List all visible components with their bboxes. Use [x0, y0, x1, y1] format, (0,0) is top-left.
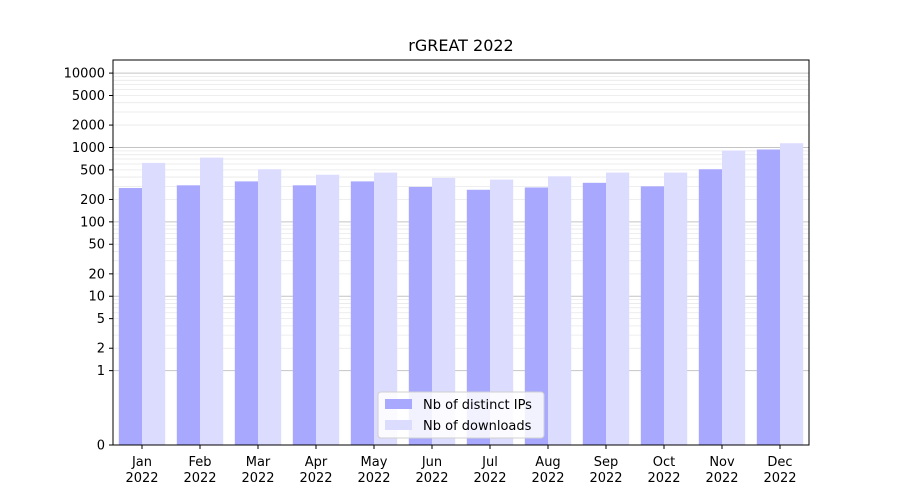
y-tick-label: 1000: [72, 141, 105, 156]
y-tick-label: 20: [88, 267, 105, 282]
bar-distinct-ips: [756, 149, 780, 446]
bar-downloads: [780, 143, 804, 445]
x-tick-label: Jun 2022: [415, 455, 448, 486]
bar-distinct-ips: [176, 185, 200, 445]
chart-title: rGREAT 2022: [408, 36, 513, 55]
bar-distinct-ips: [234, 181, 258, 445]
y-tick-label: 500: [80, 163, 105, 178]
y-tick-label: 5: [97, 312, 105, 327]
bar-downloads: [490, 179, 514, 445]
bars-layer: [118, 143, 804, 446]
bar-distinct-ips: [118, 188, 142, 445]
x-tick-label: Feb 2022: [183, 455, 216, 486]
x-tick-label: Sep 2022: [589, 455, 622, 486]
bar-downloads: [258, 169, 282, 446]
bar-distinct-ips: [350, 181, 374, 445]
bar-distinct-ips: [640, 186, 664, 445]
bar-downloads: [200, 157, 224, 445]
x-tick-label: May 2022: [357, 455, 390, 486]
bar-distinct-ips: [698, 169, 722, 446]
bar-downloads: [722, 150, 746, 445]
x-tick-label: Aug 2022: [531, 455, 564, 486]
legend-box: [377, 391, 545, 439]
y-tick-label: 5000: [72, 89, 105, 104]
bar-downloads: [142, 162, 166, 446]
y-tick-label: 10: [88, 290, 105, 305]
legend-swatch: [385, 420, 412, 430]
x-tick-label: Jul 2022: [473, 455, 506, 486]
axes-layer: 0 1 2 5 10 20 50 100 200 500 1000 2000 5000 10000 Jan 2…: [64, 59, 810, 486]
x-tick-label: Nov 2022: [705, 455, 738, 486]
legend-label: Nb of downloads: [423, 419, 532, 434]
plot-frame: [112, 59, 810, 446]
bar-downloads: [432, 177, 456, 445]
grid-layer: [113, 72, 809, 372]
bar-downloads: [374, 172, 398, 445]
bar-distinct-ips: [466, 189, 490, 445]
y-tick-label: 200: [80, 193, 105, 208]
legend: Nb of distinct IPs Nb of downloads: [377, 391, 545, 439]
y-tick-label: 10000: [64, 67, 105, 82]
x-tick-label: Jan 2022: [125, 455, 158, 486]
y-tick-label: 2000: [72, 119, 105, 134]
x-tick-label: Apr 2022: [299, 455, 332, 486]
y-tick-label: 0: [97, 439, 105, 454]
bar-distinct-ips: [582, 182, 606, 445]
legend-swatch: [385, 399, 412, 409]
y-tick-label: 2: [97, 342, 105, 357]
bar-downloads: [316, 174, 340, 446]
x-tick-label: Mar 2022: [241, 455, 274, 486]
bar-distinct-ips: [408, 186, 432, 445]
y-tick-label: 50: [88, 238, 105, 253]
bar-distinct-ips: [292, 185, 316, 445]
bar-downloads: [606, 172, 630, 445]
bar-downloads: [548, 176, 572, 445]
y-tick-label: 100: [80, 215, 105, 230]
bar-distinct-ips: [524, 187, 548, 445]
bar-downloads: [664, 172, 688, 445]
x-tick-label: Dec 2022: [763, 455, 796, 486]
x-tick-label: Oct 2022: [647, 455, 680, 486]
legend-label: Nb of distinct IPs: [423, 398, 532, 413]
y-tick-label: 1: [97, 364, 105, 379]
